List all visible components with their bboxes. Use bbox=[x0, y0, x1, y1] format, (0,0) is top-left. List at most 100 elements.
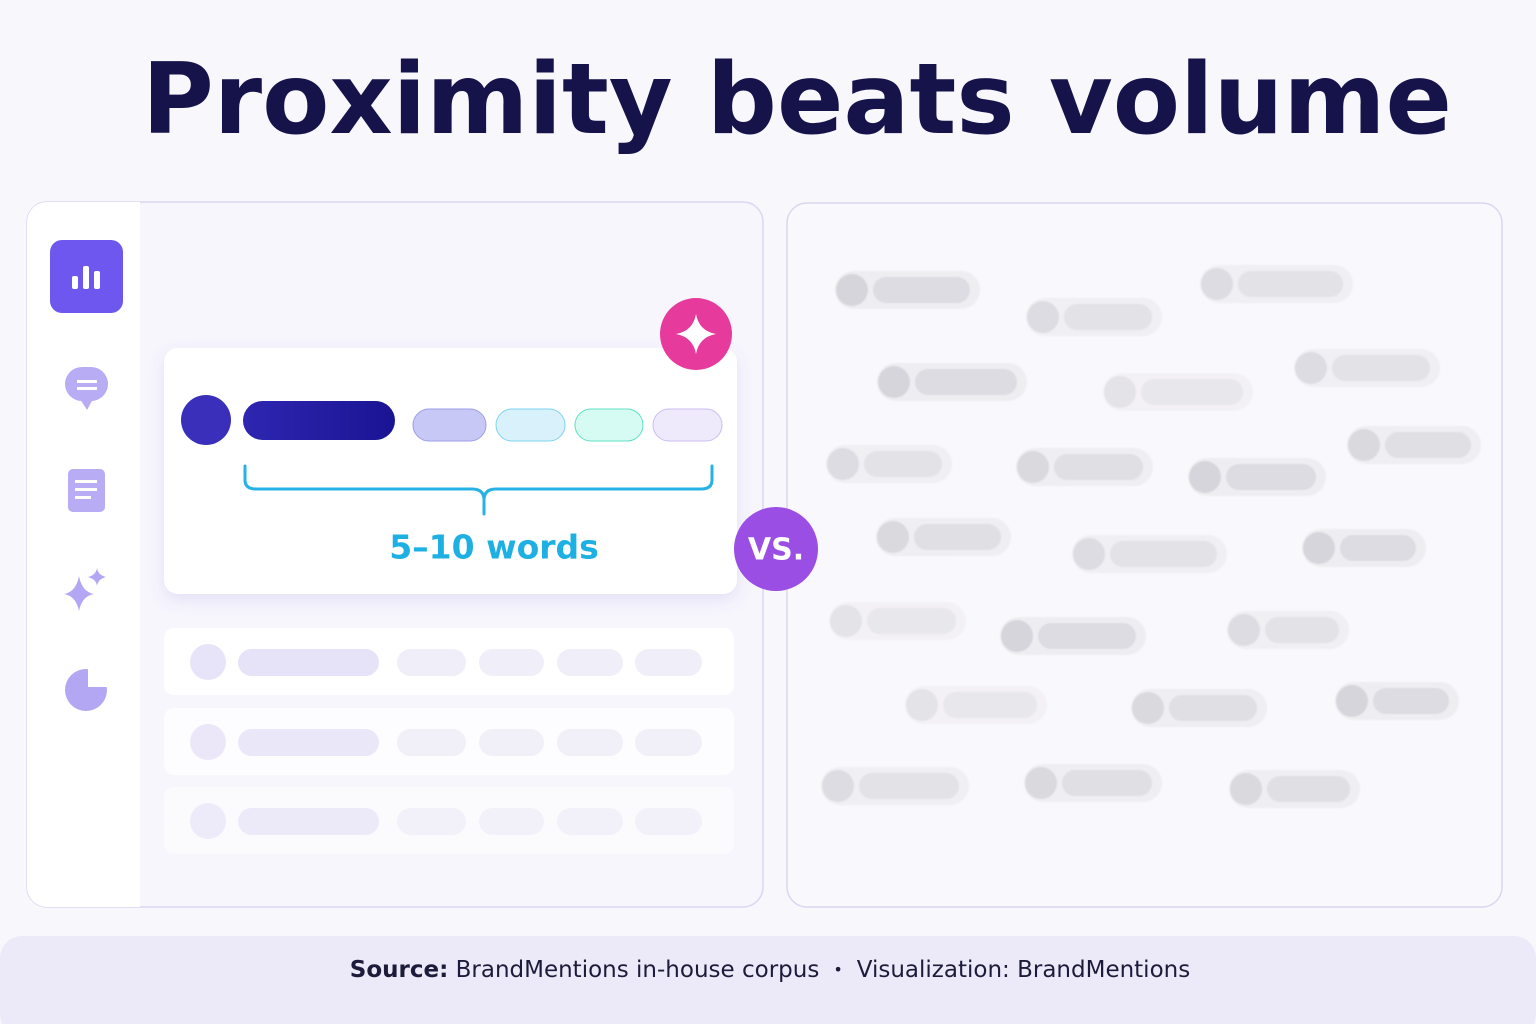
row-avatar bbox=[190, 644, 226, 680]
pill-bar bbox=[1064, 304, 1152, 330]
scattered-mentions bbox=[821, 265, 1481, 808]
word-pill bbox=[495, 408, 566, 442]
mention-pill bbox=[1131, 689, 1267, 727]
pill-bar bbox=[1265, 617, 1339, 643]
pill-dot bbox=[836, 274, 868, 306]
word-pill bbox=[652, 408, 723, 442]
pill-dot bbox=[1001, 620, 1033, 652]
mention-pill bbox=[1016, 448, 1153, 486]
pill-bar bbox=[859, 773, 959, 799]
mention-pill bbox=[821, 767, 969, 805]
mention-pill bbox=[876, 518, 1011, 556]
pill-dot bbox=[1189, 461, 1221, 493]
row-pill bbox=[479, 808, 544, 835]
pill-dot bbox=[822, 770, 854, 802]
mention-pill bbox=[1103, 373, 1253, 411]
pill-dot bbox=[1230, 773, 1262, 805]
footer bbox=[0, 936, 1536, 1024]
row-pill bbox=[557, 808, 623, 835]
row-pill bbox=[479, 729, 544, 756]
chart-glyph bbox=[72, 266, 100, 289]
pill-bar bbox=[1267, 776, 1350, 802]
mention-pill bbox=[1335, 682, 1459, 720]
sidebar-icon-doc[interactable] bbox=[68, 469, 105, 512]
pill-dot bbox=[1228, 614, 1260, 646]
row-pill bbox=[635, 649, 702, 676]
mention-pill bbox=[826, 445, 952, 483]
sidebar-icon-pie[interactable] bbox=[65, 668, 107, 711]
pill-bar bbox=[1110, 541, 1217, 567]
mention-pill bbox=[1024, 764, 1162, 802]
mention-pill bbox=[905, 686, 1047, 724]
sidebar bbox=[27, 202, 140, 907]
footer-text: Source: BrandMentions in-house corpus • Vi… bbox=[350, 957, 1190, 983]
mention-pill bbox=[1188, 458, 1326, 496]
mention-pill bbox=[835, 271, 980, 309]
pill-bar bbox=[1385, 432, 1471, 458]
mention-pill bbox=[829, 602, 966, 640]
pill-dot bbox=[878, 366, 910, 398]
pill-dot bbox=[1336, 685, 1368, 717]
row-pill bbox=[557, 649, 623, 676]
pill-bar bbox=[864, 451, 942, 477]
mention-pill bbox=[1294, 349, 1440, 387]
vs-badge bbox=[734, 507, 818, 591]
pill-bar bbox=[1054, 454, 1143, 480]
row-pill bbox=[479, 649, 544, 676]
pill-dot bbox=[1303, 532, 1335, 564]
brand-bar bbox=[243, 401, 395, 440]
row-pill bbox=[397, 729, 466, 756]
row-avatar bbox=[190, 724, 226, 760]
source-label: Source: bbox=[350, 957, 449, 983]
pill-bar bbox=[1332, 355, 1430, 381]
pill-bar bbox=[1238, 271, 1343, 297]
pill-bar bbox=[1340, 535, 1416, 561]
list-rows bbox=[164, 628, 734, 854]
mention-pill bbox=[1347, 426, 1481, 464]
pill-bar bbox=[915, 369, 1017, 395]
pill-dot bbox=[1132, 692, 1164, 724]
avatar bbox=[181, 395, 231, 445]
row-bar bbox=[238, 649, 379, 676]
pill-dot bbox=[1348, 429, 1380, 461]
credit: Visualization: BrandMentions bbox=[857, 957, 1190, 983]
mention-pill bbox=[1200, 265, 1353, 303]
bracket bbox=[243, 464, 714, 516]
pill-dot bbox=[1201, 268, 1233, 300]
pill-bar bbox=[914, 524, 1001, 550]
pill-dot bbox=[1295, 352, 1327, 384]
word-pill bbox=[412, 408, 487, 442]
vs-label: VS. bbox=[748, 533, 804, 568]
row-bar bbox=[238, 729, 379, 756]
separator: • bbox=[833, 960, 842, 979]
pill-dot bbox=[830, 605, 862, 637]
row-pill bbox=[557, 729, 623, 756]
row-pill bbox=[397, 649, 466, 676]
pill-bar bbox=[1373, 688, 1449, 714]
pill-bar bbox=[1062, 770, 1152, 796]
source: BrandMentions in-house corpus bbox=[456, 957, 820, 983]
pill-bar bbox=[867, 608, 956, 634]
pill-dot bbox=[1073, 538, 1105, 570]
row-avatar bbox=[190, 803, 226, 839]
mention-pill bbox=[1026, 298, 1162, 336]
pill-bar bbox=[943, 692, 1037, 718]
mention-pill bbox=[877, 363, 1027, 401]
pill-bar bbox=[1141, 379, 1243, 405]
mention-pill bbox=[1229, 770, 1360, 808]
sidebar-icon-chat[interactable] bbox=[65, 367, 108, 410]
pill-bar bbox=[873, 277, 970, 303]
pill-bar bbox=[1038, 623, 1136, 649]
list-row bbox=[164, 708, 734, 775]
sidebar-icon-sparkle[interactable] bbox=[64, 568, 106, 611]
list-row bbox=[164, 787, 734, 854]
mention-pill bbox=[1227, 611, 1349, 649]
pill-dot bbox=[906, 689, 938, 721]
row-pill bbox=[635, 729, 702, 756]
mention-pill bbox=[1000, 617, 1146, 655]
row-pill bbox=[635, 808, 702, 835]
title: Proximity beats volume bbox=[142, 43, 1452, 157]
highlight-label: 5–10 words bbox=[389, 528, 599, 567]
